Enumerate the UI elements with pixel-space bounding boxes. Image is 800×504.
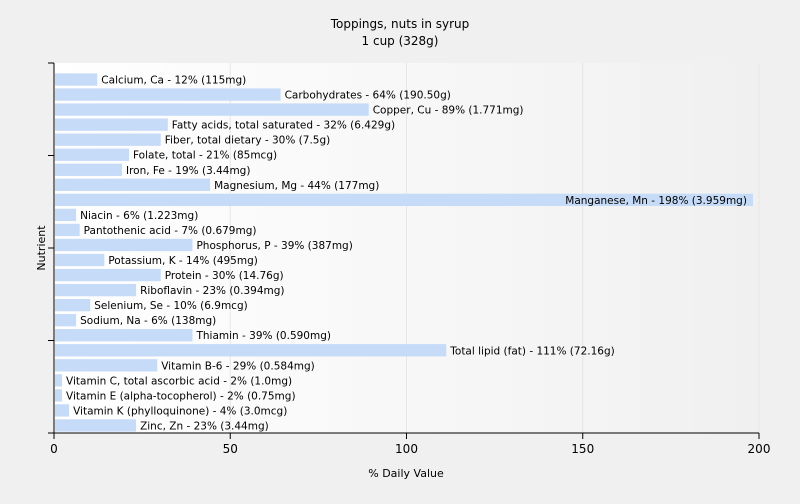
bar bbox=[55, 268, 161, 282]
bar-label: Sodium, Na - 6% (138mg) bbox=[80, 315, 216, 327]
bar bbox=[55, 73, 98, 86]
bar-label: Riboflavin - 23% (0.394mg) bbox=[140, 285, 284, 297]
bar bbox=[55, 283, 137, 297]
bar-label: Vitamin E (alpha-tocopherol) - 2% (0.75m… bbox=[66, 390, 295, 402]
chart-subtitle: 1 cup (328g) bbox=[362, 34, 439, 48]
bar-label: Phosphorus, P - 39% (387mg) bbox=[196, 240, 352, 252]
bars bbox=[55, 73, 753, 432]
bar-label: Pantothenic acid - 7% (0.679mg) bbox=[84, 225, 257, 237]
bar bbox=[55, 208, 77, 222]
x-tick-label: 50 bbox=[223, 442, 238, 456]
bar bbox=[55, 103, 369, 116]
bar bbox=[55, 253, 105, 267]
bar bbox=[55, 163, 122, 176]
bar-label: Fatty acids, total saturated - 32% (6.42… bbox=[172, 120, 395, 132]
bar bbox=[55, 193, 753, 207]
bar-labels: Calcium, Ca - 12% (115mg) Carbohydrates -… bbox=[66, 75, 747, 433]
bar-label: Calcium, Ca - 12% (115mg) bbox=[101, 75, 246, 87]
bar bbox=[55, 314, 77, 327]
bar-label: Iron, Fe - 19% (3.44mg) bbox=[126, 165, 250, 177]
y-axis-label: Nutrient bbox=[35, 225, 48, 271]
x-tick-label: 200 bbox=[748, 442, 771, 456]
bar bbox=[55, 298, 91, 312]
bar bbox=[55, 118, 168, 131]
bar-label: Selenium, Se - 10% (6.9mcg) bbox=[94, 300, 247, 312]
bar-label: Total lipid (fat) - 111% (72.16g) bbox=[449, 345, 614, 357]
bar-label: Vitamin K (phylloquinone) - 4% (3.0mcg) bbox=[73, 405, 287, 417]
bar-label: Manganese, Mn - 198% (3.959mg) bbox=[565, 195, 747, 207]
bar-label: Potassium, K - 14% (495mg) bbox=[108, 255, 258, 267]
bar bbox=[55, 329, 193, 342]
bar-label: Magnesium, Mg - 44% (177mg) bbox=[214, 180, 379, 192]
bar bbox=[55, 404, 70, 417]
bar-label: Folate, total - 21% (85mcg) bbox=[133, 150, 277, 162]
bar-label: Thiamin - 39% (0.590mg) bbox=[195, 330, 331, 342]
x-tick-label: 150 bbox=[571, 442, 594, 456]
bar-label: Protein - 30% (14.76g) bbox=[165, 270, 284, 282]
bar bbox=[55, 148, 130, 161]
bar-label: Zinc, Zn - 23% (3.44mg) bbox=[140, 420, 269, 432]
bar bbox=[55, 419, 137, 432]
x-tick-label: 100 bbox=[395, 442, 418, 456]
bar bbox=[55, 359, 158, 372]
bar-label: Vitamin B-6 - 29% (0.584mg) bbox=[161, 360, 315, 372]
x-tick-labels: 0 50 100 150 200 bbox=[50, 442, 770, 456]
bar-label: Copper, Cu - 89% (1.771mg) bbox=[373, 105, 524, 117]
bar bbox=[55, 238, 193, 252]
bar-label: Niacin - 6% (1.223mg) bbox=[80, 210, 198, 222]
bar bbox=[55, 223, 80, 237]
axes bbox=[48, 62, 760, 439]
bar bbox=[55, 389, 63, 402]
grid-lines bbox=[229, 63, 760, 433]
chart-title: Toppings, nuts in syrup bbox=[330, 17, 470, 31]
bar bbox=[55, 344, 447, 357]
bar-label: Fiber, total dietary - 30% (7.5g) bbox=[165, 135, 330, 147]
bar-label: Carbohydrates - 64% (190.50g) bbox=[285, 90, 451, 102]
bar bbox=[55, 133, 161, 146]
bar bbox=[55, 88, 281, 101]
bar bbox=[55, 374, 63, 387]
bar-label: Vitamin C, total ascorbic acid - 2% (1.0… bbox=[66, 375, 292, 387]
x-tick-label: 0 bbox=[50, 442, 58, 456]
x-axis-label: % Daily Value bbox=[368, 467, 444, 480]
bar bbox=[55, 178, 211, 191]
